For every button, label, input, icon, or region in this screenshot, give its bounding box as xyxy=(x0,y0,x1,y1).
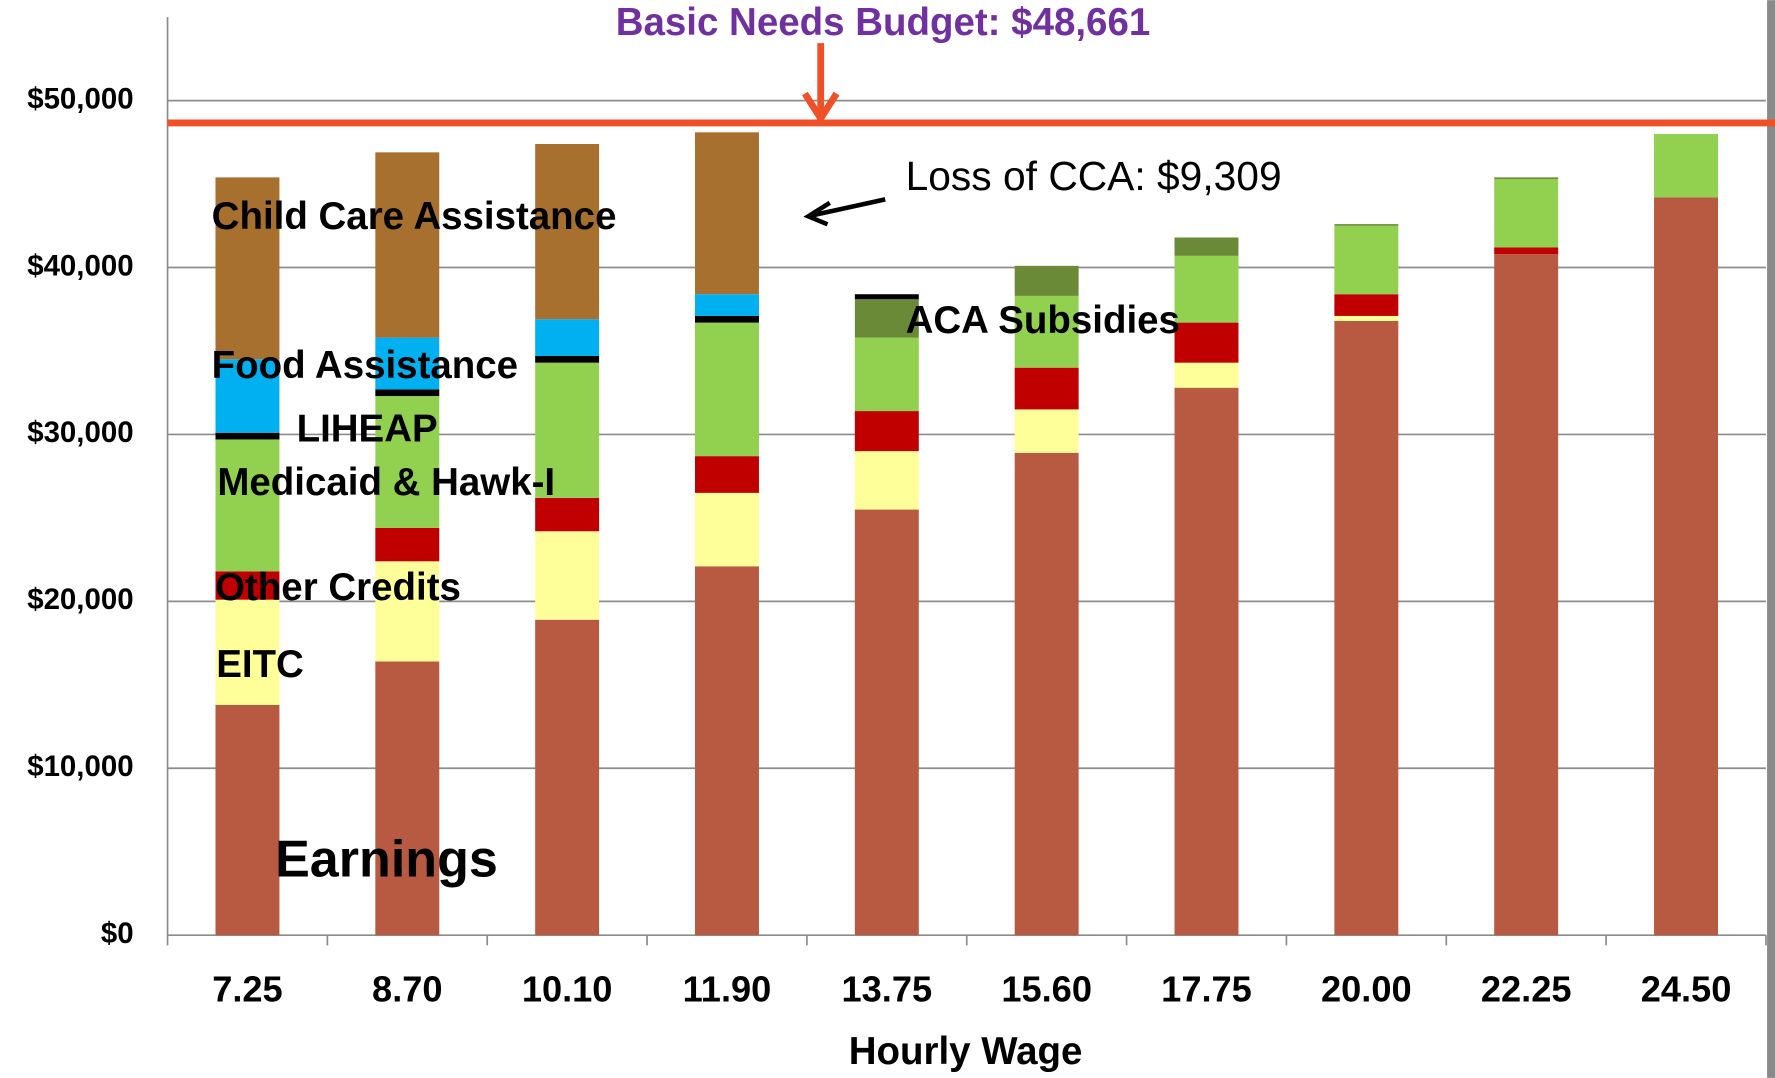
bar-segment xyxy=(854,451,919,510)
bar-segment xyxy=(1174,237,1239,256)
bar-segment xyxy=(535,497,600,532)
x-tick-label: 17.75 xyxy=(1161,968,1252,1009)
bar-segment xyxy=(1174,362,1239,388)
bar-segment xyxy=(695,132,759,295)
bar-segment xyxy=(695,294,759,316)
x-tick-label: 20.00 xyxy=(1321,968,1412,1009)
y-tick-label: $30,000 xyxy=(27,416,133,449)
bar-segment xyxy=(854,337,919,412)
x-tick-label: 15.60 xyxy=(1001,968,1092,1009)
bar-segment xyxy=(1334,320,1399,936)
y-tick-label: $10,000 xyxy=(27,750,133,783)
bar-segment xyxy=(215,439,280,572)
chart-title: Basic Needs Budget: $48,661 xyxy=(616,1,1151,44)
bar-segment xyxy=(375,396,440,528)
x-tick-label: 24.50 xyxy=(1641,968,1732,1009)
y-tick-label: $0 xyxy=(101,917,134,950)
bar-segment xyxy=(854,411,919,452)
bar-segment xyxy=(854,509,919,936)
bar-segment xyxy=(215,704,280,936)
y-tick-label: $40,000 xyxy=(27,249,133,282)
bar-segment xyxy=(535,619,600,936)
bar-segment xyxy=(375,389,440,397)
bar-segment xyxy=(695,492,759,567)
series-label: Child Care Assistance xyxy=(212,195,617,238)
bar-segment xyxy=(215,359,280,433)
bar-segment xyxy=(375,527,440,562)
x-tick-label: 11.90 xyxy=(683,968,772,1009)
bar-segment xyxy=(375,337,440,390)
budget-arrow-head xyxy=(801,91,840,125)
bar-segment xyxy=(1334,224,1399,226)
annotation: Loss of CCA: $9,309 xyxy=(906,153,1282,199)
x-axis-label: Hourly Wage xyxy=(849,1030,1083,1073)
series-label: EITC xyxy=(216,643,304,686)
bar-segment xyxy=(1494,254,1559,936)
bar-segment xyxy=(535,319,600,356)
bar-segment xyxy=(1014,452,1079,936)
bar-segment xyxy=(1334,225,1399,295)
bar-segment xyxy=(1014,265,1079,296)
annotation-arrow xyxy=(812,197,886,218)
bar-segment xyxy=(1014,409,1079,453)
series-label: Other Credits xyxy=(215,566,461,609)
bar-segment xyxy=(1174,255,1239,323)
right-edge xyxy=(1767,0,1775,1078)
bar-segment xyxy=(215,432,280,440)
y-tick-label: $20,000 xyxy=(27,583,133,616)
bar-segment xyxy=(375,152,440,338)
bar-segment xyxy=(535,144,600,320)
series-label: ACA Subsidies xyxy=(906,299,1180,342)
bar-segment xyxy=(695,322,759,457)
bar-segment xyxy=(695,315,759,323)
bar-segment xyxy=(1494,177,1559,180)
bar-segment xyxy=(215,177,280,360)
bar-segment xyxy=(215,571,280,600)
series-label: LIHEAP xyxy=(297,408,438,451)
x-tick-label: 8.70 xyxy=(372,968,443,1009)
x-tick-label: 10.10 xyxy=(522,968,613,1009)
x-tick-label: 13.75 xyxy=(842,968,933,1009)
bar-segment xyxy=(1014,295,1079,368)
bar-segment xyxy=(1014,367,1079,410)
bar-segment xyxy=(854,294,919,300)
bar-segment xyxy=(1654,133,1718,198)
x-tick-label: 7.25 xyxy=(212,968,282,1009)
bar-segment xyxy=(1654,197,1718,936)
series-label: Food Assistance xyxy=(212,344,518,387)
bar-segment xyxy=(1334,294,1399,316)
bar-segment xyxy=(375,561,440,662)
bar-segment xyxy=(535,362,600,498)
bar-segment xyxy=(1174,387,1239,936)
bar-segment xyxy=(215,599,280,705)
bar-segment xyxy=(535,531,600,620)
series-label: Medicaid & Hawk-I xyxy=(217,461,555,504)
bar-segment xyxy=(375,661,440,936)
bar-segment xyxy=(1174,322,1239,363)
bar-segment xyxy=(1334,315,1399,321)
bar-segment xyxy=(854,299,919,338)
bar-segment xyxy=(695,566,759,936)
series-label: Earnings xyxy=(275,831,498,889)
annotation-arrow-head xyxy=(803,200,831,227)
bar-segment xyxy=(535,355,600,363)
y-tick-label: $50,000 xyxy=(27,82,133,115)
bar-segment xyxy=(1494,179,1559,248)
bar-segment xyxy=(1494,247,1559,255)
x-tick-label: 22.25 xyxy=(1481,968,1572,1009)
bar-segment xyxy=(695,456,759,493)
